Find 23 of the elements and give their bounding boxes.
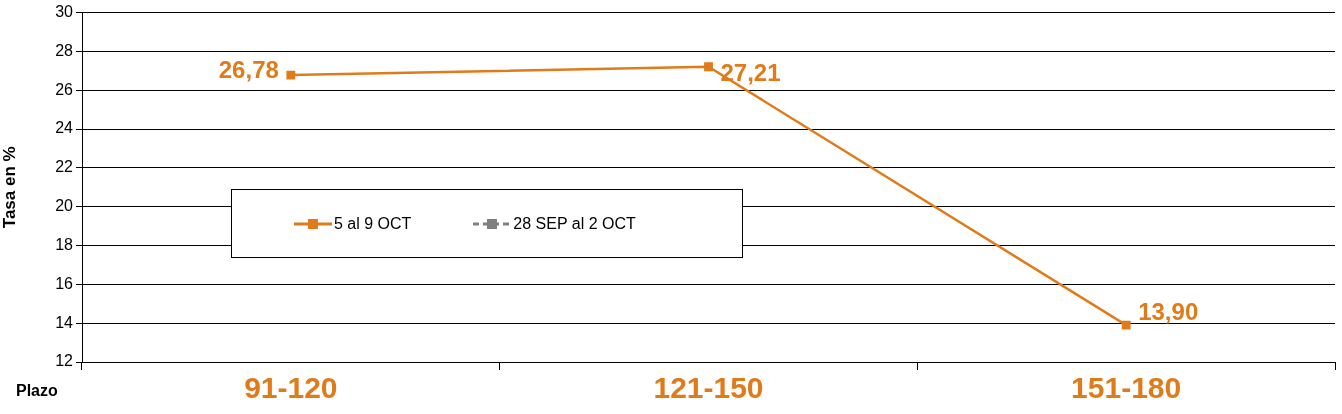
y-tick-label: 24	[55, 119, 74, 137]
x-tick-label: 151-180	[1071, 371, 1182, 405]
point	[1121, 320, 1131, 330]
y-tick-label: 16	[55, 274, 74, 292]
point	[286, 70, 296, 80]
data-label: 26,78	[218, 55, 279, 83]
y-axis-title: Tasa en %	[0, 146, 19, 229]
y-tick-label: 18	[55, 235, 74, 253]
y-tick-label: 22	[55, 158, 74, 176]
legend-label: 5 al 9 OCT	[334, 214, 412, 233]
data-label: 27,21	[720, 59, 781, 87]
y-tick-label: 20	[55, 197, 74, 215]
data-label: 13,90	[1138, 297, 1199, 325]
x-axis-title: Plazo	[16, 382, 59, 400]
y-tick-label: 30	[55, 3, 74, 21]
x-tick-label: 121-150	[653, 371, 764, 405]
y-tick-label: 14	[55, 313, 74, 331]
y-tick-label: 28	[55, 41, 74, 59]
y-tick-label: 12	[55, 352, 74, 370]
x-tick-label: 91-120	[244, 371, 338, 405]
legend-label: 28 SEP al 2 OCT	[513, 214, 636, 233]
y-tick-label: 26	[55, 80, 74, 98]
point	[704, 62, 713, 72]
